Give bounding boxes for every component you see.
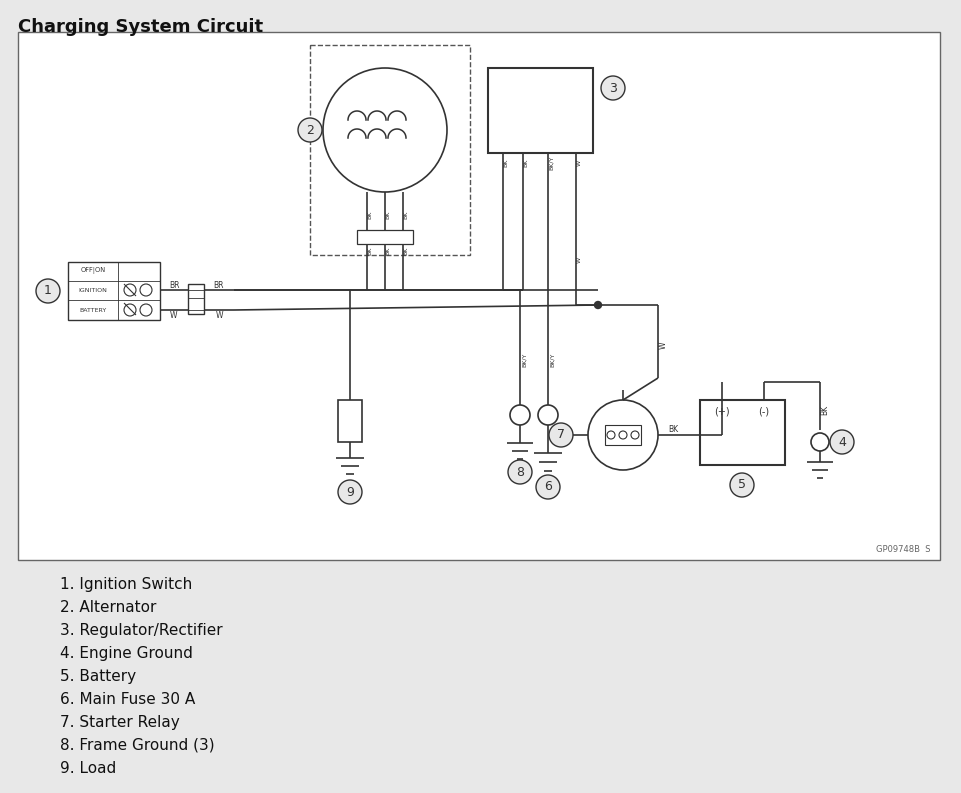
- Text: 3. Regulator/Rectifier: 3. Regulator/Rectifier: [60, 623, 223, 638]
- Circle shape: [549, 423, 573, 447]
- Text: BK: BK: [367, 211, 373, 219]
- Circle shape: [811, 433, 829, 451]
- Text: 4. Engine Ground: 4. Engine Ground: [60, 646, 193, 661]
- Text: 9. Load: 9. Load: [60, 761, 116, 776]
- Text: 2: 2: [306, 124, 314, 136]
- Bar: [188, 284, 204, 314]
- Text: 7: 7: [557, 428, 565, 442]
- Bar: [68, 262, 160, 320]
- Circle shape: [510, 405, 530, 425]
- Circle shape: [323, 68, 447, 192]
- Text: 4: 4: [838, 435, 846, 449]
- Text: BK: BK: [524, 159, 529, 167]
- Text: W: W: [658, 341, 668, 349]
- Text: BATTERY: BATTERY: [80, 308, 107, 312]
- Text: BK: BK: [821, 405, 829, 415]
- Text: BK: BK: [385, 247, 390, 255]
- Circle shape: [338, 480, 362, 504]
- Text: W: W: [215, 311, 223, 320]
- Bar: [18, 32, 940, 560]
- Text: 2. Alternator: 2. Alternator: [60, 600, 157, 615]
- Text: 8: 8: [516, 465, 524, 478]
- Text: (+): (+): [714, 407, 729, 417]
- Text: BK: BK: [668, 424, 678, 434]
- Circle shape: [538, 405, 558, 425]
- Text: BK: BK: [367, 247, 373, 255]
- Text: W: W: [577, 160, 581, 166]
- Text: IGNITION: IGNITION: [79, 288, 108, 293]
- Bar: [310, 45, 470, 255]
- Text: 3: 3: [609, 82, 617, 94]
- Text: 5. Battery: 5. Battery: [60, 669, 136, 684]
- Text: BK: BK: [404, 211, 408, 219]
- Text: (-): (-): [758, 407, 770, 417]
- Circle shape: [298, 118, 322, 142]
- Text: BK: BK: [404, 247, 408, 255]
- Circle shape: [595, 301, 602, 308]
- Text: 9: 9: [346, 485, 354, 499]
- Text: BK/Y: BK/Y: [549, 155, 554, 170]
- Text: 6: 6: [544, 481, 552, 493]
- Text: BR: BR: [213, 281, 224, 289]
- Circle shape: [588, 400, 658, 470]
- Text: OFF|ON: OFF|ON: [81, 267, 106, 274]
- Text: BK: BK: [385, 211, 390, 219]
- Circle shape: [508, 460, 532, 484]
- Circle shape: [830, 430, 854, 454]
- Text: 8. Frame Ground (3): 8. Frame Ground (3): [60, 738, 214, 753]
- Circle shape: [124, 284, 136, 296]
- Circle shape: [536, 475, 560, 499]
- Circle shape: [36, 279, 60, 303]
- Text: W: W: [170, 311, 178, 320]
- Text: 1: 1: [44, 285, 52, 297]
- Text: BR: BR: [169, 281, 180, 289]
- Text: BK: BK: [504, 159, 508, 167]
- Bar: [605, 425, 641, 445]
- Circle shape: [601, 76, 625, 100]
- Text: BK/Y: BK/Y: [522, 353, 527, 367]
- Bar: [488, 68, 593, 153]
- Text: 7. Starter Relay: 7. Starter Relay: [60, 715, 180, 730]
- Text: Charging System Circuit: Charging System Circuit: [18, 18, 263, 36]
- Circle shape: [730, 473, 754, 497]
- Text: GP09748B  S: GP09748B S: [875, 545, 930, 554]
- Circle shape: [140, 284, 152, 296]
- Text: BK/Y: BK/Y: [550, 353, 554, 367]
- Text: 5: 5: [738, 478, 746, 492]
- Text: W: W: [577, 257, 581, 263]
- Circle shape: [124, 304, 136, 316]
- Text: 1. Ignition Switch: 1. Ignition Switch: [60, 577, 192, 592]
- Bar: [338, 400, 362, 442]
- Bar: [357, 230, 413, 244]
- Circle shape: [140, 304, 152, 316]
- Text: 6. Main Fuse 30 A: 6. Main Fuse 30 A: [60, 692, 195, 707]
- Bar: [700, 400, 785, 465]
